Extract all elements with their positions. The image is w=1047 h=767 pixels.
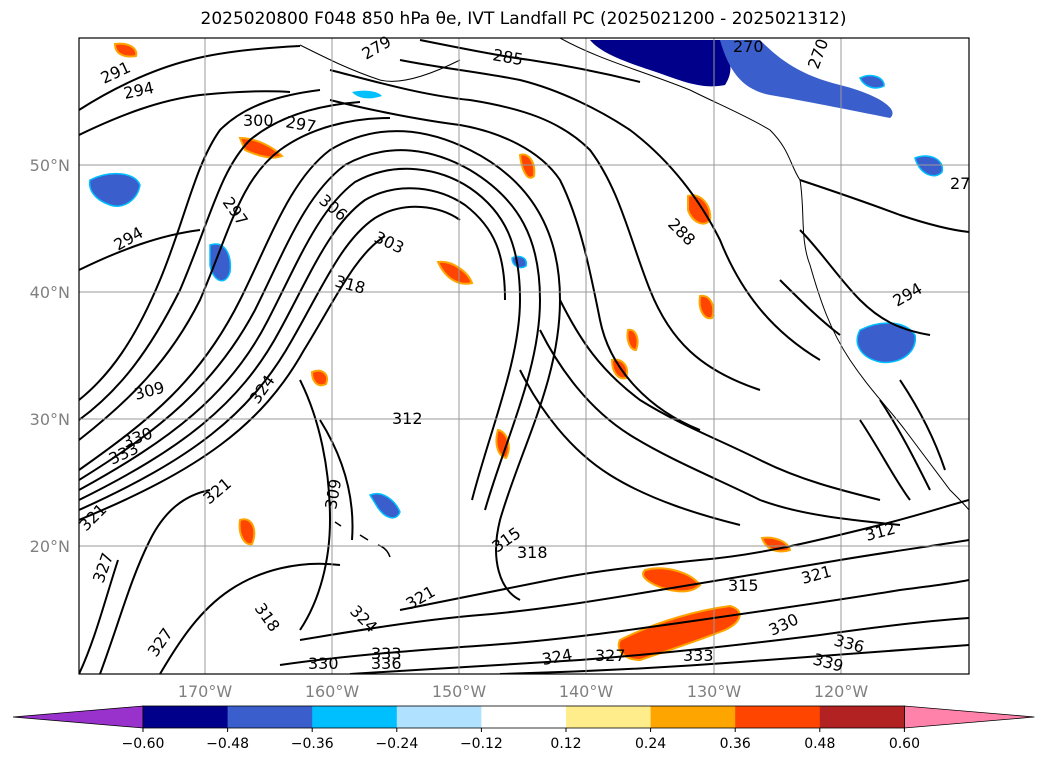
colorbar-segment <box>481 706 567 728</box>
ivt-positive-strong-patch <box>518 153 536 179</box>
lon-label: 160°W <box>305 682 360 701</box>
map-frame <box>78 37 970 675</box>
lat-label: 20°N <box>30 537 70 556</box>
contour-label: 318 <box>517 543 548 562</box>
contour-label: 327 <box>595 646 626 665</box>
colorbar-segment <box>227 706 313 728</box>
lat-label: 40°N <box>30 283 70 302</box>
colorbar-tick-label: 0.12 <box>550 736 581 752</box>
ivt-negative-mid-patch <box>856 322 916 364</box>
ivt-positive-strong-patch <box>436 260 474 285</box>
ivt-positive-strong-patch <box>238 518 256 546</box>
colorbar-outline <box>142 705 905 729</box>
colorbar-tick-label: −0.24 <box>375 736 418 752</box>
colorbar-tick-label: 0.24 <box>635 736 666 752</box>
lon-label: 150°W <box>432 682 487 701</box>
contour-label: 333 <box>683 646 714 665</box>
lat-label: 30°N <box>30 410 70 429</box>
contour-label: 330 <box>308 654 339 673</box>
ivt-positive-strong-patch <box>310 369 328 387</box>
colorbar-extend-high <box>904 705 1035 729</box>
colorbar-segment <box>143 706 229 728</box>
figure-title: 2025020800 F048 850 hPa θe, IVT Landfall… <box>200 9 847 29</box>
colorbar-tick-label: −0.48 <box>206 736 249 752</box>
ivt-negative-light-patch <box>352 90 382 99</box>
ivt-positive-strong-patch <box>113 42 138 58</box>
colorbar-segment <box>735 706 821 728</box>
ivt-positive-strong-patch <box>698 294 715 320</box>
contour-label: 336 <box>371 654 402 673</box>
colorbar-tick-label: −0.36 <box>291 736 334 752</box>
ivt-negative-mid-patch <box>88 173 141 207</box>
map-area <box>79 38 969 674</box>
colorbar-segment <box>819 706 905 728</box>
lon-label: 120°W <box>814 682 869 701</box>
ivt-positive-strong-patch <box>238 136 284 159</box>
colorbar-extend-low <box>12 705 144 729</box>
lon-label: 170°W <box>178 682 233 701</box>
colorbar-segment <box>650 706 736 728</box>
contour-label: 270 <box>733 37 764 56</box>
ivt-negative-mid-patch <box>720 40 893 118</box>
colorbar-tick-label: 0.48 <box>804 736 835 752</box>
colorbar-tick-label: 0.60 <box>889 736 920 752</box>
colorbar: −0.60 −0.48 −0.36 −0.24 −0.12 0.12 0.24 0.36 0.4… <box>12 705 1035 752</box>
colorbar-tick-label: 0.36 <box>720 736 751 752</box>
ivt-positive-strong-patch <box>626 328 639 352</box>
colorbar-segment <box>396 706 482 728</box>
contour-label: 300 <box>243 111 274 130</box>
ivt-positive-strong-patch <box>495 428 510 460</box>
alaska-coastline <box>299 44 461 82</box>
lon-label: 140°W <box>559 682 614 701</box>
colorbar-segment <box>566 706 652 728</box>
ivt-negative-mid-patch <box>858 74 885 89</box>
contour-label: 27 <box>950 174 970 193</box>
colorbar-tick-label: −0.12 <box>460 736 503 752</box>
lon-label: 130°W <box>687 682 742 701</box>
north-america-coastline <box>559 38 969 511</box>
ivt-negative-strong-patch <box>590 40 731 87</box>
gridlines <box>79 38 969 674</box>
contour-label: 312 <box>392 409 423 428</box>
contour-label: 315 <box>728 576 759 595</box>
ivt-negative-mid-patch <box>914 155 944 177</box>
contour-label: 333 <box>371 644 402 663</box>
lat-label: 50°N <box>30 156 70 175</box>
theta-e-contours <box>79 39 969 674</box>
ivt-negative-mid-patch <box>368 493 401 519</box>
colorbar-segment <box>312 706 398 728</box>
colorbar-tick-label: −0.60 <box>122 736 165 752</box>
